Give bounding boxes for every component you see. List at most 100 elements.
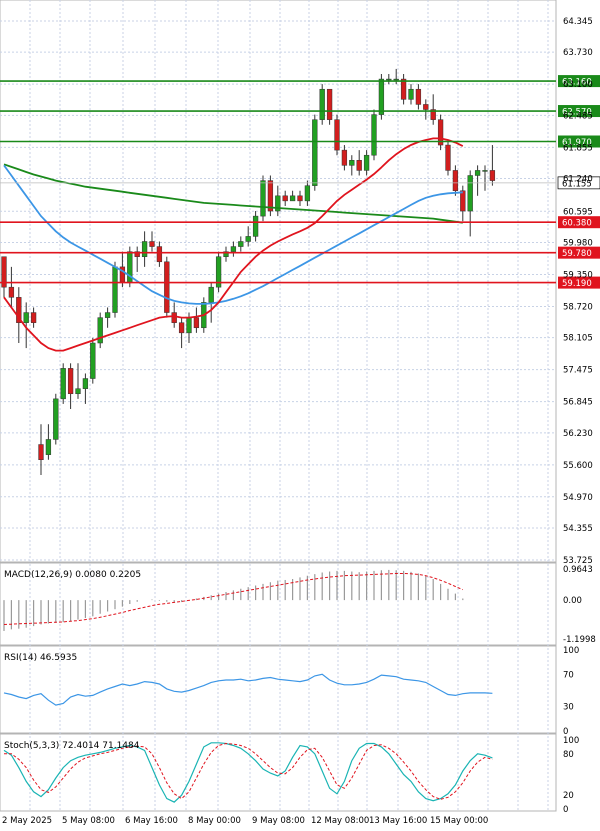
candle-up — [97, 312, 103, 349]
candle-body — [230, 246, 237, 252]
candle-up — [238, 236, 244, 252]
candle-body — [326, 88, 333, 120]
candle-body — [415, 88, 422, 105]
rsi-tick-label: 0 — [563, 727, 568, 737]
candle-up — [363, 150, 370, 176]
candle-down — [437, 114, 444, 151]
candle-up — [75, 363, 81, 399]
candle-body — [238, 241, 244, 247]
candle-up — [215, 251, 222, 293]
candle-up — [230, 241, 237, 257]
candle-body — [223, 251, 229, 257]
candle-up — [312, 114, 318, 191]
x-axis-label: 6 May 16:00 — [125, 816, 178, 826]
price-tick-label: 58.105 — [563, 334, 593, 344]
candle-down — [178, 317, 185, 349]
macd-tick-label: 0.00 — [563, 596, 582, 606]
candle-up — [82, 373, 89, 404]
ma-blue-line — [3, 164, 463, 305]
candle-body — [104, 312, 111, 318]
candle-down — [489, 145, 496, 186]
candle-down — [67, 363, 74, 409]
candle-body — [67, 368, 74, 395]
price-tick-label: 54.970 — [563, 493, 593, 503]
level-label: 59.190 — [562, 279, 592, 289]
candle-body — [38, 444, 44, 461]
macd-tick-label: 0.9643 — [563, 565, 593, 575]
candle-body — [452, 170, 459, 191]
candle-body — [482, 170, 488, 172]
rsi-tick-label: 70 — [563, 670, 574, 680]
stoch-tick-label: 100 — [563, 736, 579, 746]
candle-body — [393, 78, 399, 81]
current-price-box — [557, 176, 600, 190]
candle-down — [267, 175, 274, 217]
candle-up — [245, 226, 251, 247]
candle-body — [208, 286, 214, 303]
candle-down — [423, 99, 429, 120]
level-label: 60.380 — [562, 219, 592, 229]
candle-body — [45, 439, 52, 455]
candle-body — [334, 119, 340, 151]
macd-title: MACD(12,26,9) 0.0080 0.2205 — [4, 570, 141, 580]
candle-body — [178, 322, 185, 334]
candle-down — [430, 94, 436, 125]
stoch-title: Stoch(5,3,3) 72.4014 71.1484 — [4, 741, 140, 751]
ma-green-line — [3, 163, 463, 224]
rsi-panel — [0, 645, 557, 734]
candle-body — [215, 256, 222, 288]
candle-up — [289, 190, 296, 202]
candle-body — [437, 119, 444, 146]
macd-signal-line — [3, 573, 463, 625]
candle-body — [260, 180, 266, 217]
macd-series — [3, 569, 464, 631]
candle-body — [312, 119, 318, 186]
candle-up — [371, 109, 377, 161]
candle-down — [400, 73, 407, 105]
rsi-tick-label: 30 — [563, 703, 574, 713]
price-tick-label: 59.350 — [563, 270, 593, 280]
candle-body — [378, 78, 385, 115]
candle-body — [408, 88, 414, 100]
candle-up — [275, 185, 281, 217]
candle-down — [149, 231, 155, 252]
x-axis-label: 5 May 08:00 — [62, 816, 115, 826]
price-tick-label: 63.730 — [563, 48, 593, 58]
candle-body — [319, 88, 325, 120]
candle-up — [349, 155, 355, 176]
price-tick-label: 55.600 — [563, 461, 593, 471]
candle-body — [60, 368, 66, 400]
candle-body — [275, 195, 281, 212]
x-axis-label: 2 May 2025 — [2, 816, 52, 826]
candle-body — [267, 180, 274, 212]
candle-down — [445, 139, 451, 176]
candle-down — [38, 424, 44, 475]
candle-down — [193, 307, 200, 333]
candle-down — [1, 256, 7, 298]
candle-body — [53, 398, 59, 440]
level-label-box — [558, 246, 600, 259]
candle-up — [319, 84, 325, 125]
price-tick-label: 57.475 — [563, 366, 593, 376]
x-axis-label: 13 May 16:00 — [369, 816, 427, 826]
level-label: 63.160 — [562, 78, 592, 88]
candle-body — [186, 317, 192, 334]
candle-body — [297, 195, 303, 202]
candle-body — [23, 312, 29, 323]
price-tick-label: 54.355 — [563, 524, 593, 534]
candle-body — [134, 251, 140, 257]
candle-up — [53, 393, 59, 445]
level-label: 61.970 — [562, 138, 592, 148]
price-tick-label: 56.845 — [563, 398, 593, 408]
horizontal-levels: 63.160 62.570 61.970 60.380 59.780 59.190 61.1… — [0, 75, 600, 289]
candle-down — [16, 287, 22, 344]
candle-body — [304, 185, 311, 202]
price-tick-label: 61.240 — [563, 175, 593, 185]
price-tick-label: 61.855 — [563, 143, 593, 153]
candle-body — [97, 317, 103, 344]
candle-down — [282, 190, 288, 206]
candle-body — [193, 317, 200, 329]
candle-up — [104, 307, 111, 328]
axis-labels: 64.345 63.730 63.100 62.485 61.855 61.240 60.5… — [2, 17, 596, 826]
candle-up — [223, 246, 229, 262]
